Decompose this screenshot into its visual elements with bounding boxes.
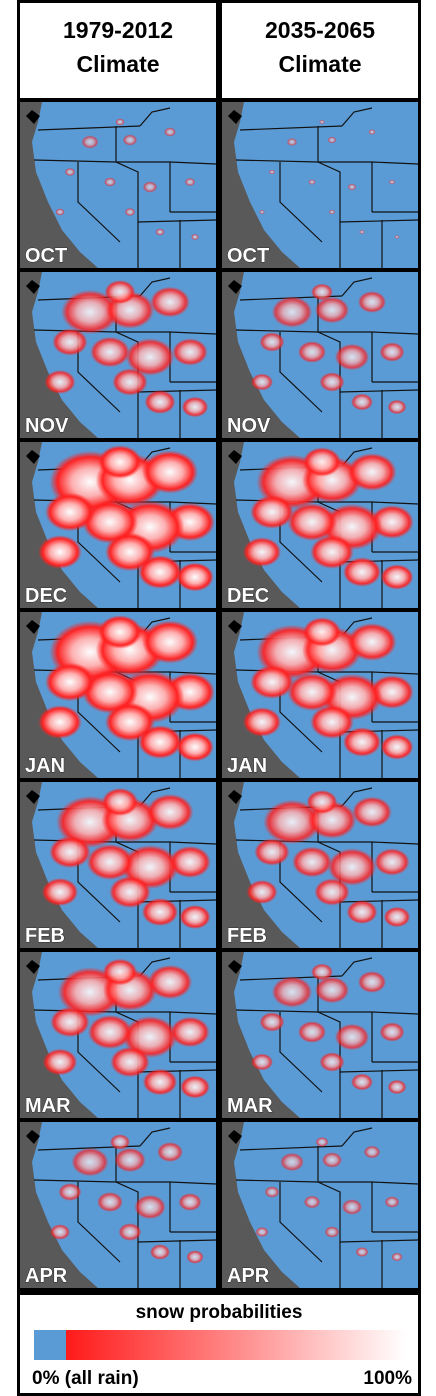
map-panel: MAR bbox=[222, 952, 418, 1118]
month-label: FEB bbox=[227, 925, 267, 947]
map-panel: FEB bbox=[20, 782, 216, 948]
map-panel: DEC bbox=[20, 442, 216, 608]
map-panel: DEC bbox=[222, 442, 418, 608]
map-panel: APR bbox=[222, 1122, 418, 1288]
month-label: NOV bbox=[227, 415, 271, 437]
legend-title: snow probabilities bbox=[136, 1302, 303, 1323]
month-label: OCT bbox=[25, 245, 67, 267]
legend-rain-swatch bbox=[34, 1330, 66, 1360]
column-title: 1979-2012 bbox=[63, 17, 173, 43]
month-label: APR bbox=[25, 1265, 68, 1287]
month-label: MAR bbox=[227, 1095, 273, 1117]
map-panel: OCT bbox=[222, 102, 418, 268]
month-label: DEC bbox=[25, 585, 67, 607]
month-label: APR bbox=[227, 1265, 270, 1287]
map-panel: APR bbox=[20, 1122, 216, 1288]
column-subtitle: Climate bbox=[76, 51, 159, 77]
month-label: FEB bbox=[25, 925, 65, 947]
legend: snow probabilities 0% (all rain) 100% bbox=[20, 1295, 418, 1393]
month-label: JAN bbox=[25, 755, 65, 777]
month-label: NOV bbox=[25, 415, 69, 437]
map-panel: NOV bbox=[20, 272, 216, 438]
month-label: JAN bbox=[227, 755, 267, 777]
column-header-box bbox=[20, 3, 216, 98]
month-label: DEC bbox=[227, 585, 269, 607]
map-panel: FEB bbox=[222, 782, 418, 948]
column-title: 2035-2065 bbox=[265, 17, 375, 43]
map-panel: NOV bbox=[222, 272, 418, 438]
legend-gradient bbox=[66, 1330, 406, 1360]
map-panel: OCT bbox=[20, 102, 216, 268]
legend-min-label: 0% (all rain) bbox=[32, 1368, 139, 1389]
column-header-box bbox=[222, 3, 418, 98]
month-label: OCT bbox=[227, 245, 269, 267]
map-panel: JAN bbox=[222, 612, 418, 778]
map-panel: MAR bbox=[20, 952, 216, 1118]
legend-max-label: 100% bbox=[363, 1368, 412, 1389]
column-subtitle: Climate bbox=[278, 51, 361, 77]
month-label: MAR bbox=[25, 1095, 71, 1117]
map-panel: JAN bbox=[20, 612, 216, 778]
